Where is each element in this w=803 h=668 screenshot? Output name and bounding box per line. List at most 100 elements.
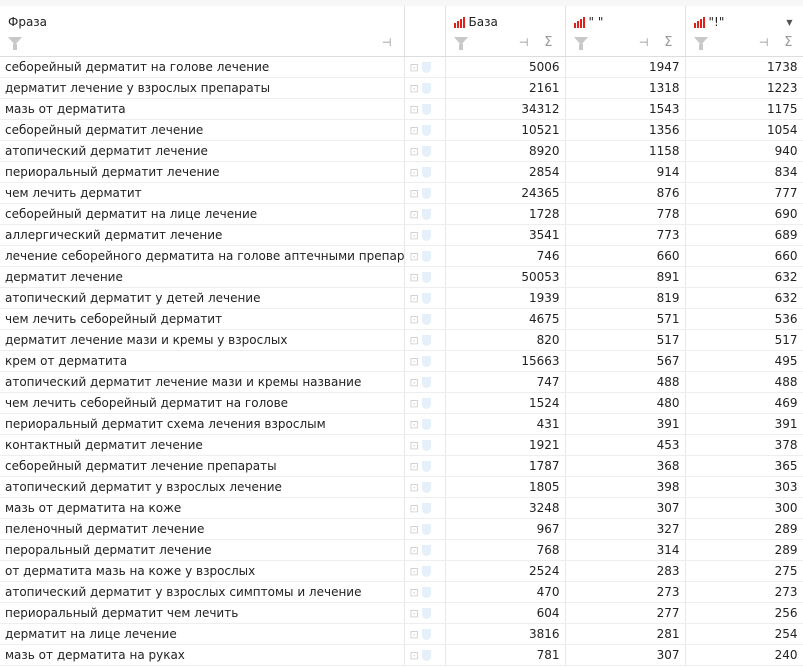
shield-icon[interactable] [421,251,431,262]
lock-icon[interactable]: ⊡ [409,523,419,536]
phrase-cell[interactable]: от дерматита мазь на коже у взрослых [0,560,405,582]
lock-icon[interactable]: ⊡ [409,229,419,242]
lock-icon[interactable]: ⊡ [409,250,419,263]
table-row[interactable]: атопический дерматит у детей лечение ⊡ 1… [0,287,803,309]
shield-icon[interactable] [421,146,431,157]
lock-icon[interactable]: ⊡ [409,187,419,200]
pin-icon[interactable]: ⊣ [518,36,529,49]
table-row[interactable]: мазь от дерматита на коже ⊡ 3248 307 300 [0,497,803,519]
phrase-cell[interactable]: атопический дерматит у взрослых симптомы… [0,581,405,603]
lock-icon[interactable]: ⊡ [409,271,419,284]
lock-icon[interactable]: ⊡ [409,502,419,515]
filter-icon[interactable] [453,37,468,50]
table-row[interactable]: периоральный дерматит лечение ⊡ 2854 914… [0,161,803,183]
table-row[interactable]: дерматит лечение мази и кремы у взрослых… [0,329,803,351]
column-header-phrase[interactable]: Фраза ⊣ [0,6,405,57]
shield-icon[interactable] [421,419,431,430]
sum-icon[interactable]: Σ [664,35,673,50]
lock-icon[interactable]: ⊡ [409,166,419,179]
table-row[interactable]: себорейный дерматит на голове лечение ⊡ … [0,56,803,78]
phrase-cell[interactable]: дерматит лечение [0,266,405,288]
lock-icon[interactable]: ⊡ [409,82,419,95]
phrase-cell[interactable]: дерматит лечение мази и кремы у взрослых [0,329,405,351]
phrase-cell[interactable]: атопический дерматит лечение мази и крем… [0,371,405,393]
shield-icon[interactable] [421,461,431,472]
pin-icon[interactable]: ⊣ [381,36,392,49]
table-row[interactable]: периоральный дерматит схема лечения взро… [0,413,803,435]
phrase-cell[interactable]: атопический дерматит у взрослых лечение [0,476,405,498]
table-row[interactable]: крем от дерматита ⊡ 15663 567 495 [0,350,803,372]
lock-icon[interactable]: ⊡ [409,103,419,116]
lock-icon[interactable]: ⊡ [409,439,419,452]
shield-icon[interactable] [421,356,431,367]
phrase-cell[interactable]: себорейный дерматит лечение препараты [0,455,405,477]
phrase-cell[interactable]: мазь от дерматита на руках [0,644,405,666]
filter-icon[interactable] [8,37,22,50]
phrase-cell[interactable]: периоральный дерматит схема лечения взро… [0,413,405,435]
lock-icon[interactable]: ⊡ [409,124,419,137]
sum-icon[interactable]: Σ [544,35,553,50]
table-row[interactable]: атопический дерматит лечение ⊡ 8920 1158… [0,140,803,162]
table-row[interactable]: себорейный дерматит на лице лечение ⊡ 17… [0,203,803,225]
lock-icon[interactable]: ⊡ [409,481,419,494]
table-row[interactable]: себорейный дерматит лечение ⊡ 10521 1356… [0,119,803,141]
phrase-cell[interactable]: мазь от дерматита [0,98,405,120]
shield-icon[interactable] [421,398,431,409]
lock-icon[interactable]: ⊡ [409,565,419,578]
shield-icon[interactable] [421,650,431,661]
filter-icon[interactable] [693,37,708,50]
lock-icon[interactable]: ⊡ [409,292,419,305]
table-row[interactable]: дерматит лечение ⊡ 50053 891 632 [0,266,803,288]
shield-icon[interactable] [421,440,431,451]
shield-icon[interactable] [421,314,431,325]
table-row[interactable]: мазь от дерматита ⊡ 34312 1543 1175 [0,98,803,120]
lock-icon[interactable]: ⊡ [409,460,419,473]
table-row[interactable]: атопический дерматит лечение мази и крем… [0,371,803,393]
table-row[interactable]: чем лечить себорейный дерматит ⊡ 4675 57… [0,308,803,330]
shield-icon[interactable] [421,272,431,283]
column-header-exact[interactable]: "!" ▼ ⊣ Σ [685,6,803,57]
shield-icon[interactable] [421,587,431,598]
sum-icon[interactable]: Σ [784,35,793,50]
phrase-cell[interactable]: чем лечить себорейный дерматит [0,308,405,330]
filter-icon[interactable] [573,37,588,50]
table-row[interactable]: пероральный дерматит лечение ⊡ 768 314 2… [0,539,803,561]
lock-icon[interactable]: ⊡ [409,313,419,326]
phrase-cell[interactable]: аллергический дерматит лечение [0,224,405,246]
phrase-cell[interactable]: атопический дерматит у детей лечение [0,287,405,309]
phrase-cell[interactable]: мазь от дерматита на коже [0,497,405,519]
phrase-cell[interactable]: пероральный дерматит лечение [0,539,405,561]
shield-icon[interactable] [421,608,431,619]
table-row[interactable]: чем лечить дерматит ⊡ 24365 876 777 [0,182,803,204]
table-row[interactable]: пеленочный дерматит лечение ⊡ 967 327 28… [0,518,803,540]
lock-icon[interactable]: ⊡ [409,145,419,158]
shield-icon[interactable] [421,230,431,241]
lock-icon[interactable]: ⊡ [409,355,419,368]
pin-icon[interactable]: ⊣ [638,36,649,49]
phrase-cell[interactable]: пеленочный дерматит лечение [0,518,405,540]
column-header-quoted[interactable]: " " ⊣ Σ [565,6,686,57]
lock-icon[interactable]: ⊡ [409,376,419,389]
table-row[interactable]: дерматит лечение у взрослых препараты ⊡ … [0,77,803,99]
sort-dropdown-icon[interactable]: ▼ [786,18,793,27]
phrase-cell[interactable]: атопический дерматит лечение [0,140,405,162]
column-header-base[interactable]: База ⊣ Σ [445,6,566,57]
shield-icon[interactable] [421,566,431,577]
phrase-cell[interactable]: периоральный дерматит чем лечить [0,602,405,624]
table-row[interactable]: контактный дерматит лечение ⊡ 1921 453 3… [0,434,803,456]
table-row[interactable]: атопический дерматит у взрослых симптомы… [0,581,803,603]
table-row[interactable]: периоральный дерматит чем лечить ⊡ 604 2… [0,602,803,624]
table-row[interactable]: дерматит на лице лечение ⊡ 3816 281 254 [0,623,803,645]
phrase-cell[interactable]: себорейный дерматит на лице лечение [0,203,405,225]
lock-icon[interactable]: ⊡ [409,586,419,599]
lock-icon[interactable]: ⊡ [409,208,419,221]
lock-icon[interactable]: ⊡ [409,649,419,662]
shield-icon[interactable] [421,209,431,220]
phrase-cell[interactable]: чем лечить себорейный дерматит на голове [0,392,405,414]
shield-icon[interactable] [421,524,431,535]
shield-icon[interactable] [421,125,431,136]
shield-icon[interactable] [421,482,431,493]
shield-icon[interactable] [421,335,431,346]
table-row[interactable]: аллергический дерматит лечение ⊡ 3541 77… [0,224,803,246]
table-row[interactable]: чем лечить себорейный дерматит на голове… [0,392,803,414]
